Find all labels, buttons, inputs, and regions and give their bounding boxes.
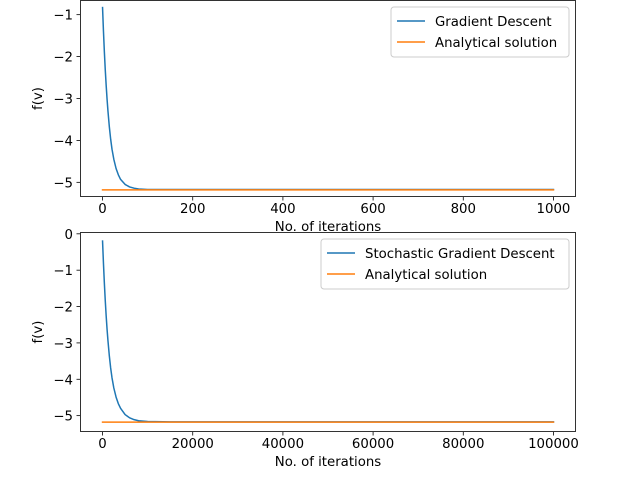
x-tick-label: 0 [98, 202, 106, 217]
x-tick-label: 200 [180, 202, 205, 217]
y-tick-label: −4 [53, 373, 73, 388]
x-tick-label: 0 [98, 437, 106, 452]
x-tick-label: 600 [360, 202, 385, 217]
axes-frame [80, 232, 576, 432]
x-axis-label: No. of iterations [275, 455, 382, 470]
y-tick-label: −3 [53, 337, 73, 352]
x-tick-label: 80000 [442, 437, 484, 452]
axes-frame [80, 0, 576, 197]
y-tick-label: −5 [53, 410, 73, 425]
legend: Gradient Descent Analytical solution [390, 6, 570, 58]
y-tick-label: −4 [53, 134, 73, 149]
chart-1: 0 200 400 600 800 1000 −1 −2 −3 −4 −5 No. of iterat… [31, 0, 576, 235]
x-axis-label: No. of iterations [275, 220, 382, 235]
y-tick-label: −1 [53, 9, 73, 24]
legend-label: Analytical solution [365, 268, 487, 283]
y-tick-label: −5 [53, 176, 73, 191]
y-tick-label: −3 [53, 93, 73, 108]
legend: Stochastic Gradient Descent Analytical so… [320, 238, 570, 290]
x-tick-label: 40000 [262, 437, 304, 452]
x-tick-label: 60000 [352, 437, 394, 452]
y-axis-label: f(v) [31, 321, 46, 344]
chart-2: 0 20000 40000 60000 80000 100000 0 −1 −2 −3 −4 −5 No… [31, 228, 579, 470]
legend-label: Stochastic Gradient Descent [365, 247, 555, 262]
legend-label: Gradient Descent [435, 15, 552, 30]
plots: 0 200 400 600 800 1000 −1 −2 −3 −4 −5 No. of iterat… [31, 0, 579, 470]
x-tick-label: 800 [451, 202, 476, 217]
x-tick-label: 1000 [537, 202, 571, 217]
legend-box [390, 6, 570, 58]
y-axis-label: f(v) [31, 87, 46, 110]
x-tick-label: 100000 [528, 437, 579, 452]
x-tick-label: 20000 [172, 437, 214, 452]
y-tick-label: −1 [53, 264, 73, 279]
legend-label: Analytical solution [435, 36, 557, 51]
legend-box [320, 238, 570, 290]
y-tick-label: −2 [53, 301, 73, 316]
x-tick-label: 400 [270, 202, 295, 217]
y-tick-label: −2 [53, 51, 73, 66]
y-tick-label: 0 [65, 228, 73, 243]
